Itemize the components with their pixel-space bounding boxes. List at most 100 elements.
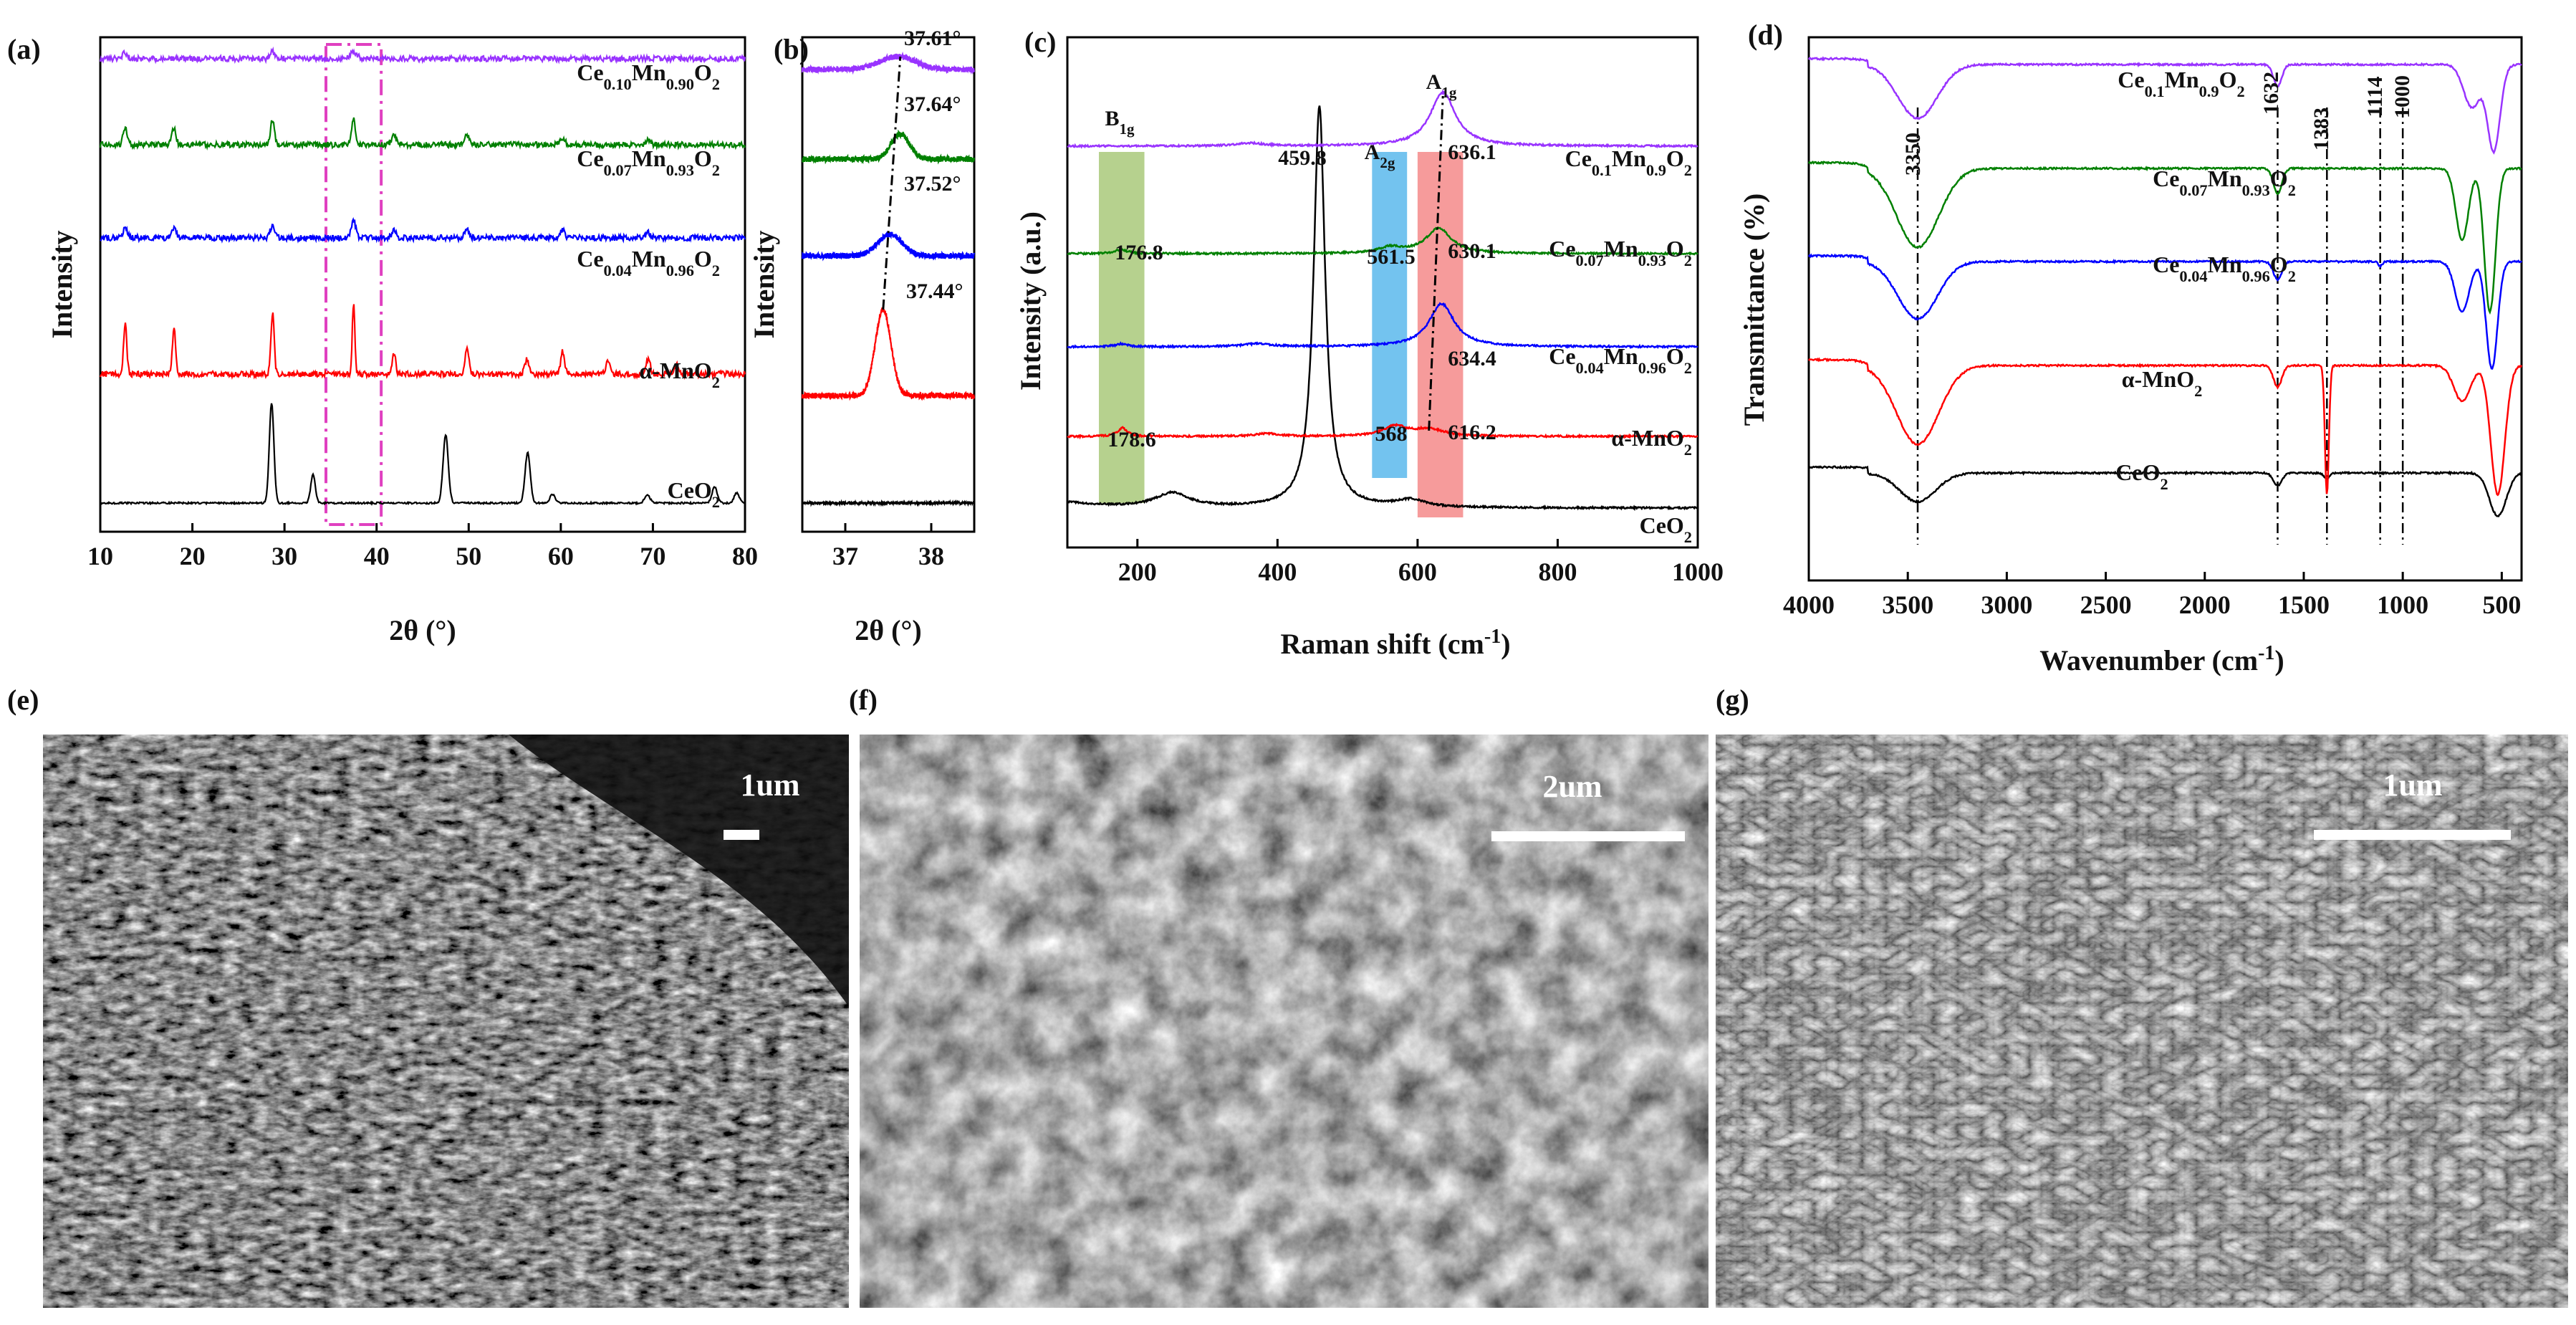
panel-a-xtick-label-0: 10 <box>87 542 113 570</box>
panel-d-peak-label-3: 1114 <box>2363 77 2387 118</box>
panel-b-series-2 <box>801 231 976 262</box>
panel-c-series-4 <box>1067 89 1698 149</box>
panel-a-series-1 <box>99 304 746 381</box>
panel-d-series-label-3: α-MnO2 <box>2122 366 2203 400</box>
panel-c-ylabel: Intensity (a.u.) <box>1014 211 1047 391</box>
panel-b-xtick-label-1: 38 <box>918 542 944 570</box>
panel-b-series-1 <box>801 307 976 401</box>
sem-f-scale-label: 2um <box>1542 769 1602 804</box>
panel-c-xtick-label-4: 1000 <box>1672 558 1724 586</box>
panel-d: 4000 3500 3000 2500 2000 1500 1000 500 Transmitt… <box>1738 36 2523 677</box>
panel-c-peak-label-4: 634.4 <box>1448 347 1496 370</box>
panel-a-xtick-label-6: 70 <box>640 542 665 570</box>
panel-c-series-label-0: Ce0.1Mn0.9O2 <box>1565 145 1692 179</box>
panel-c-peak-label-3: 616.2 <box>1448 421 1496 444</box>
panel-a: 10 20 30 40 50 60 70 80 Intensity 2θ (°) Ce0.10Mn0… <box>46 36 758 646</box>
panel-label-g: (g) <box>1716 684 1749 716</box>
sem-e-scale-label: 1um <box>740 767 799 803</box>
sem-f-scale-bar <box>1491 831 1685 841</box>
sem-image-g: 1um <box>1716 735 2568 1308</box>
panel-d-xtick-label-5: 1500 <box>2278 590 2330 619</box>
panel-d-series-label-4: CeO2 <box>2115 459 2168 493</box>
panel-a-series-0 <box>100 403 746 506</box>
panel-c-xtick-label-1: 400 <box>1258 558 1297 586</box>
panel-a-xtick-label-3: 40 <box>364 542 390 570</box>
panel-d-series-3 <box>1807 161 2522 315</box>
panel-c-series-label-1: Ce0.07Mn0.93O2 <box>1549 236 1692 269</box>
panel-d-series-label-2: Ce0.04Mn0.96O2 <box>2153 252 2296 285</box>
panel-d-frame <box>1807 36 2523 582</box>
panel-d-xtick-label-2: 3000 <box>1981 590 2032 619</box>
panel-b-peak-label-2: 37.64° <box>904 92 961 116</box>
panel-a-series-2 <box>100 216 746 244</box>
panel-c-xtick-label-2: 600 <box>1398 558 1437 586</box>
panel-b-xlabel: 2θ (°) <box>855 614 922 646</box>
panel-d-peak-label-4: 1000 <box>2390 75 2414 118</box>
sem-image-f: 2um <box>860 735 1708 1308</box>
sem-g-scale-bar <box>2314 830 2511 840</box>
sem-g-texture <box>1716 735 2568 1308</box>
panel-c-band-A2g <box>1372 152 1408 478</box>
sem-g-scale-label: 1um <box>2383 767 2442 803</box>
panel-a-series-4 <box>99 46 746 64</box>
panel-label-a: (a) <box>7 33 41 65</box>
panel-b: 37 38 Intensity 2θ (°) 37.44° 37.52° 37.64° 37.… <box>748 27 976 646</box>
sem-e-dark-corner <box>509 735 849 1007</box>
panel-c-series-label-3: α-MnO2 <box>1611 425 1692 459</box>
panel-b-xtick-label-0: 37 <box>832 542 858 570</box>
panel-a-xlabel: 2θ (°) <box>389 614 456 646</box>
panel-c-peak-label-2: 568 <box>1375 422 1408 446</box>
panel-a-series-label-0: Ce0.10Mn0.90O2 <box>577 59 720 93</box>
panel-label-e: (e) <box>7 684 39 716</box>
panel-c: 200 400 600 800 1000 Intensity (a.u.) Raman sh… <box>1014 36 1724 660</box>
panel-c-frame <box>1066 36 1699 549</box>
panel-a-frame <box>99 36 746 533</box>
panel-label-b: (b) <box>774 33 809 65</box>
panel-c-series-2 <box>1067 302 1698 350</box>
panel-b-series-0 <box>801 499 976 507</box>
panel-a-series-label-3: α-MnO2 <box>639 358 720 391</box>
panel-c-series-1 <box>1067 423 1698 440</box>
panel-c-band-B1g <box>1099 152 1145 503</box>
panel-c-series-label-4: CeO2 <box>1640 512 1692 546</box>
panel-d-series-1 <box>1807 357 2523 497</box>
panel-c-peak-label-1: 178.6 <box>1107 428 1156 451</box>
panel-d-series-label-1: Ce0.07Mn0.93O2 <box>2153 166 2296 199</box>
panel-a-xtick-label-2: 30 <box>271 542 297 570</box>
panel-c-band-label-A1g: A1g <box>1426 70 1457 101</box>
panel-b-series-4 <box>801 51 975 75</box>
panel-label-d: (d) <box>1748 19 1783 51</box>
panel-c-peak-label-8: 636.1 <box>1448 140 1496 164</box>
panel-d-xlabel: Wavenumber (cm-1) <box>2039 642 2284 677</box>
panel-b-peak-label-3: 37.61° <box>904 27 961 50</box>
panel-c-band-label-B1g: B1g <box>1105 107 1135 138</box>
panel-c-xtick-label-0: 200 <box>1118 558 1157 586</box>
panel-a-series-label-2: Ce0.04Mn0.96O2 <box>577 246 720 279</box>
panel-c-band-A1g <box>1417 152 1464 517</box>
panel-c-shift-line <box>1428 95 1444 431</box>
panel-a-series-label-4: CeO2 <box>668 477 720 511</box>
panel-b-peak-label-1: 37.52° <box>904 172 961 196</box>
panel-a-xtick-label-7: 80 <box>732 542 758 570</box>
panel-d-xtick-label-7: 500 <box>2482 590 2521 619</box>
panel-c-series-3 <box>1067 226 1698 257</box>
panel-d-xtick-label-6: 1000 <box>2377 590 2428 619</box>
panel-label-f: (f) <box>849 684 878 716</box>
sem-e-scale-bar <box>724 830 759 840</box>
panel-c-series-0 <box>1067 105 1698 512</box>
panel-label-c: (c) <box>1024 26 1056 58</box>
panel-d-xtick-label-4: 2000 <box>2179 590 2231 619</box>
panel-d-peak-label-0: 3350 <box>1901 133 1925 176</box>
panel-c-peak-label-6: 561.5 <box>1367 245 1416 269</box>
panel-c-band-label-A2g: A2g <box>1365 140 1395 171</box>
panel-c-xtick-label-3: 800 <box>1538 558 1577 586</box>
panel-a-xtick-label-1: 20 <box>180 542 206 570</box>
panel-a-ylabel: Intensity <box>46 230 78 338</box>
panel-c-peak-label-0: 459.8 <box>1278 146 1327 170</box>
panel-a-series-3 <box>99 117 746 150</box>
panel-d-series-4 <box>1807 56 2522 155</box>
panel-c-series-label-2: Ce0.04Mn0.96O2 <box>1549 343 1692 377</box>
panel-b-series-3 <box>801 129 976 165</box>
sem-image-e: 1um <box>43 735 849 1308</box>
